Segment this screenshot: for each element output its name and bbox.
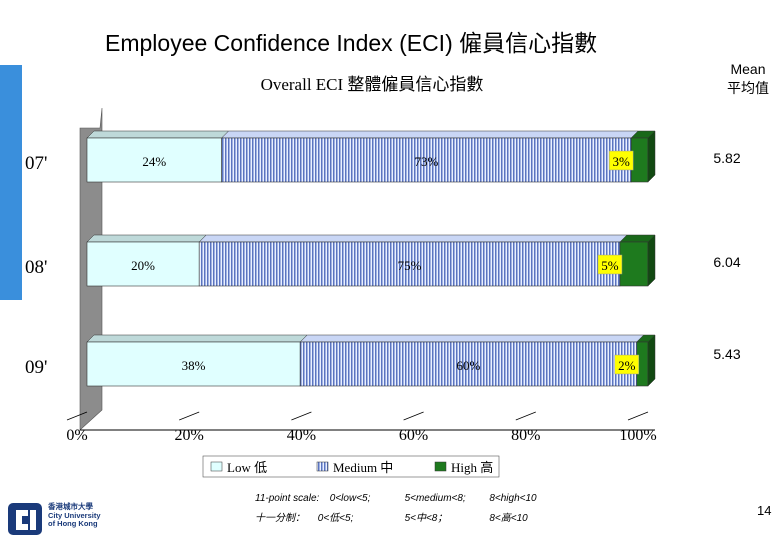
x-tick-label-2: 20% <box>175 427 204 444</box>
data-label-box-2 <box>597 254 623 275</box>
data-label-1-2: 20% <box>131 258 155 273</box>
legend-swatch-1 <box>210 461 223 472</box>
bar-top-1-3 <box>86 334 308 343</box>
bar-top-2-1 <box>221 130 639 139</box>
data-label-box-3 <box>614 354 640 375</box>
scale-note-zh-1: 十一分制： <box>255 513 305 524</box>
bar-side-2 <box>647 234 656 287</box>
x-tick-mark-3 <box>291 411 312 421</box>
data-label-3-3: 2% <box>618 358 636 373</box>
slide-title: Employee Confidence Index (ECI) 僱員信心指數 <box>105 30 598 56</box>
scale-note-en-3: 5<medium<8; <box>404 493 466 504</box>
left-accent-bar <box>0 65 22 300</box>
bar-side-3 <box>647 334 656 387</box>
scale-note-en-4: 8<high<10 <box>489 493 537 504</box>
university-name: 香港城市大學 City University of Hong Kong <box>48 502 101 529</box>
scale-note-en-2: 0<low<5; <box>329 493 371 504</box>
x-tick-label-4: 60% <box>399 427 428 444</box>
data-label-1-3: 38% <box>182 358 206 373</box>
bar-top-2-3 <box>299 334 645 343</box>
chart-title: Overall ECI 整體僱員信心指數 <box>261 75 484 94</box>
legend-swatch-3 <box>434 461 447 472</box>
data-label-2-2: 75% <box>398 258 422 273</box>
x-tick-label-5: 80% <box>511 427 540 444</box>
scale-note-zh-4: 8<高<10 <box>489 513 528 524</box>
data-label-2-1: 73% <box>414 154 438 169</box>
legend-label-3: High 高 <box>451 460 493 475</box>
scale-note-zh: 十一分制： 0<低<5; 5<中<8； 8<高<10 <box>255 509 528 524</box>
legend-box <box>202 455 500 478</box>
bar-top-2-2 <box>198 234 628 243</box>
mean-header-label-zh: 平均值 <box>727 80 769 96</box>
bar-side-1 <box>647 130 656 183</box>
data-label-box-1 <box>608 150 634 171</box>
mean-value-1: 5.82 <box>713 150 740 166</box>
university-name-en-2: of Hong Kong <box>48 519 98 529</box>
data-label-3-1: 3% <box>612 154 630 169</box>
x-tick-mark-4 <box>403 411 424 421</box>
scale-note-en: 11-point scale: 0<low<5; 5<medium<8; 8<h… <box>255 493 537 504</box>
bar-segment-2-3 <box>299 341 638 387</box>
legend-label-2: Medium 中 <box>333 460 393 475</box>
scale-note-zh-2: 0<低<5; <box>317 513 354 524</box>
scale-note-zh-3: 5<中<8； <box>404 513 448 524</box>
x-tick-mark-1 <box>66 411 88 421</box>
bar-top-1-1 <box>86 130 230 139</box>
data-label-2-3: 60% <box>457 358 481 373</box>
x-tick-label-6: 100% <box>619 427 656 444</box>
university-name-en-1: City University <box>48 510 101 520</box>
category-label-1: 07' <box>25 153 47 174</box>
data-label-3-2: 5% <box>601 258 619 273</box>
mean-header-label: Mean <box>730 61 766 77</box>
cityu-logo-icon <box>8 503 42 535</box>
legend-label-1: Low 低 <box>227 460 267 475</box>
bar-segment-3-1 <box>630 137 649 183</box>
mean-value-3: 5.43 <box>713 346 740 362</box>
x-tick-label-1: 0% <box>66 427 87 444</box>
bar-top-1-2 <box>86 234 207 243</box>
bar-segment-2-2 <box>198 241 621 287</box>
bar-segment-1-1 <box>86 137 222 183</box>
x-tick-mark-2 <box>179 411 200 421</box>
scale-note-en-1: 11-point scale: <box>255 493 320 504</box>
bar-segment-1-2 <box>86 241 200 287</box>
page-number: 14 <box>757 503 772 518</box>
category-label-3: 09' <box>25 357 47 378</box>
legend-swatch-2 <box>316 461 329 472</box>
x-tick-mark-6 <box>627 411 649 421</box>
mean-header: Mean 平均值 <box>700 60 780 98</box>
data-label-1-1: 24% <box>142 154 166 169</box>
x-tick-label-3: 40% <box>287 427 316 444</box>
bar-segment-3-2 <box>619 241 649 287</box>
bar-segment-2-1 <box>221 137 632 183</box>
university-name-zh: 香港城市大學 <box>48 502 93 511</box>
category-label-2: 08' <box>25 257 47 278</box>
x-tick-mark-5 <box>515 411 536 421</box>
mean-value-2: 6.04 <box>713 254 740 270</box>
